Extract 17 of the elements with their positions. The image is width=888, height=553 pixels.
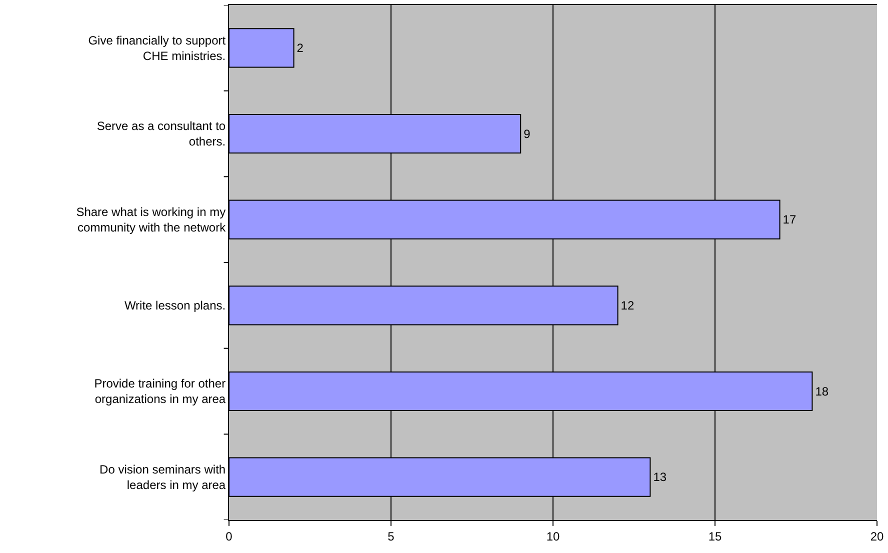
data-label: 2	[296, 40, 304, 55]
x-tick-label: 5	[388, 529, 395, 544]
x-tick-label: 10	[546, 529, 560, 544]
data-label: 12	[620, 298, 634, 312]
y-tick-label: Write lesson plans.	[124, 298, 226, 313]
x-tick-label: 20	[870, 529, 884, 544]
data-label: 9	[524, 126, 531, 141]
y-tick-label: Do vision seminars with leaders in my area	[100, 462, 226, 492]
data-label: 18	[815, 384, 829, 398]
data-label: 17	[782, 212, 796, 227]
x-tick-label: 0	[226, 529, 233, 544]
y-tick-label: Give financially to support CHE ministries.	[88, 33, 226, 63]
y-tick-label: Serve as a consultant to others.	[96, 119, 226, 149]
y-tick-label: Share what is working in my community with the network	[76, 204, 227, 235]
y-tick-label: Provide training for other organizations in my area	[94, 376, 226, 406]
data-label: 13	[653, 470, 667, 484]
x-tick-label: 15	[708, 529, 722, 544]
